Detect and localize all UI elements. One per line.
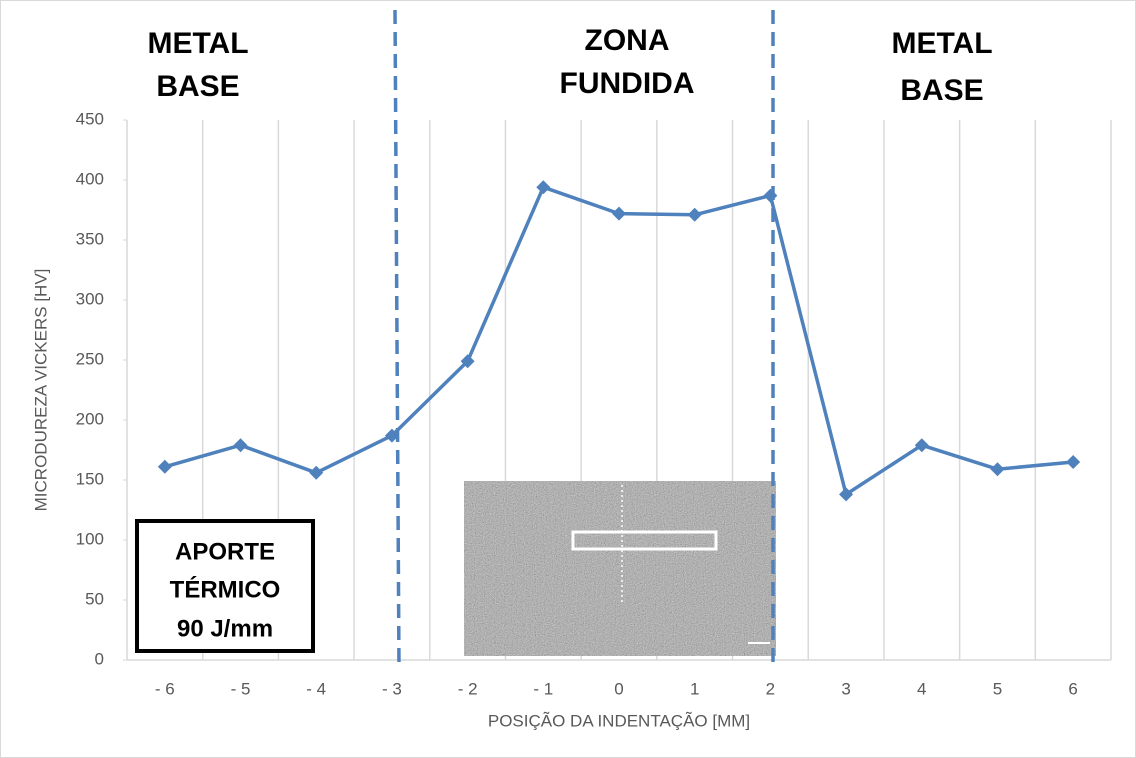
annotation-box bbox=[135, 519, 315, 653]
annotation: FUNDIDA bbox=[560, 67, 695, 100]
y-tick-label: 250 bbox=[76, 349, 104, 368]
data-point bbox=[839, 487, 854, 502]
annotation: METAL bbox=[891, 27, 992, 60]
y-tick-label: 100 bbox=[76, 529, 104, 548]
y-tick-label: 300 bbox=[76, 289, 104, 308]
annotation: APORTE bbox=[175, 538, 275, 565]
x-tick-label: 2 bbox=[766, 679, 775, 698]
data-point bbox=[914, 438, 929, 453]
x-tick-label: 3 bbox=[841, 679, 850, 698]
micrograph-inset bbox=[464, 481, 776, 656]
data-point bbox=[612, 206, 626, 221]
data-point bbox=[384, 428, 399, 443]
x-tick-label: - 6 bbox=[155, 679, 175, 698]
data-point bbox=[309, 465, 324, 480]
data-point bbox=[460, 354, 475, 369]
x-axis-title: POSIÇÃO DA INDENTAÇÃO [MM] bbox=[488, 711, 750, 730]
x-tick-label: - 3 bbox=[382, 679, 402, 698]
x-tick-label: 6 bbox=[1068, 679, 1077, 698]
x-tick-label: 5 bbox=[993, 679, 1002, 698]
annotation: BASE bbox=[900, 74, 983, 107]
x-tick-label: 0 bbox=[614, 679, 623, 698]
plot bbox=[157, 180, 1081, 502]
y-tick-label: 400 bbox=[76, 169, 104, 188]
data-point bbox=[990, 462, 1005, 477]
micrograph-texture bbox=[464, 481, 776, 656]
x-tick-label: 1 bbox=[690, 679, 699, 698]
data-point bbox=[157, 459, 172, 474]
annotation: BASE bbox=[156, 70, 239, 103]
y-tick-label: 350 bbox=[76, 229, 104, 248]
annotation: ZONA bbox=[585, 24, 670, 57]
y-axis-title: MICRODUREZA VICKERS [HV] bbox=[31, 269, 50, 512]
y-tick-label: 150 bbox=[76, 469, 104, 488]
x-tick-label: - 5 bbox=[231, 679, 251, 698]
y-tick-label: 50 bbox=[85, 589, 104, 608]
data-point bbox=[536, 180, 551, 195]
x-tick-label: - 2 bbox=[458, 679, 478, 698]
annotation: METAL bbox=[147, 27, 248, 60]
x-tick-label: - 4 bbox=[306, 679, 326, 698]
y-tick-label: 0 bbox=[95, 649, 104, 668]
y-tick-label: 200 bbox=[76, 409, 104, 428]
annotation: 90 J/mm bbox=[177, 615, 273, 642]
x-tick-label: - 1 bbox=[533, 679, 553, 698]
y-tick-label: 450 bbox=[76, 109, 104, 128]
data-point bbox=[233, 438, 248, 453]
data-point bbox=[687, 207, 702, 222]
data-point bbox=[1066, 455, 1081, 469]
annotation: TÉRMICO bbox=[170, 575, 281, 603]
data-point bbox=[763, 188, 778, 203]
x-tick-label: 4 bbox=[917, 679, 926, 698]
indentation-box bbox=[571, 530, 718, 551]
